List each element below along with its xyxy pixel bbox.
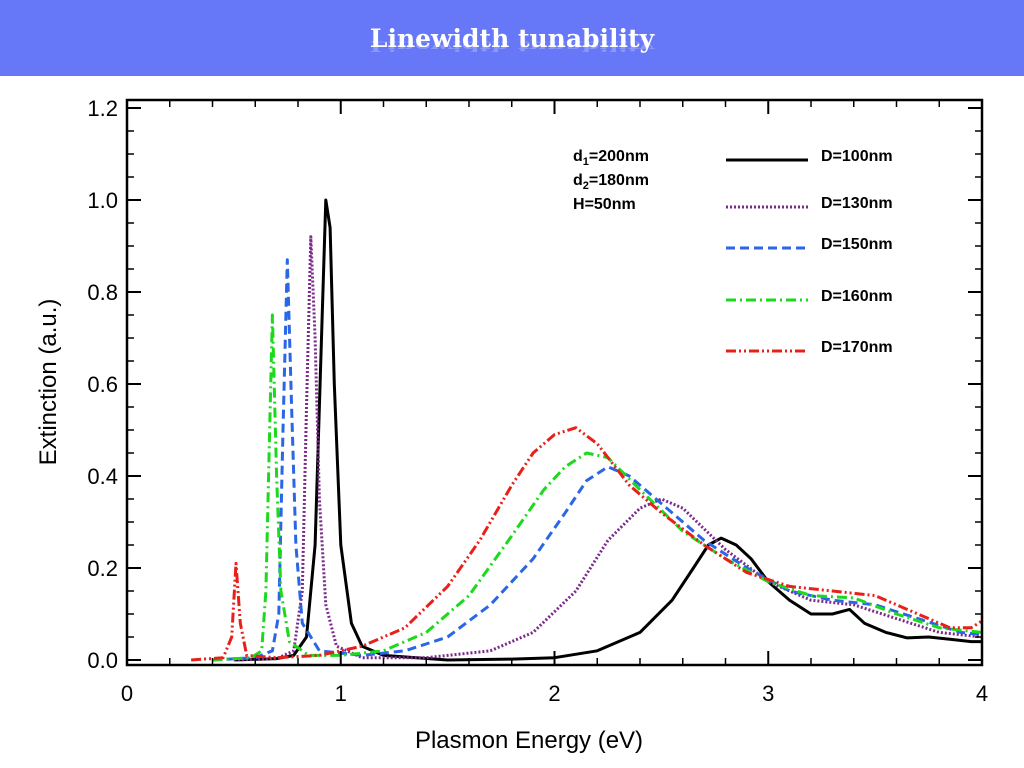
legend-label-4: D=160nm <box>821 288 893 305</box>
tick-layer: 0 1 2 3 4 0.0 0.2 0.4 0.6 0.8 1.0 1.2 <box>87 96 988 706</box>
series-line-3 <box>212 258 983 662</box>
series-line-2 <box>233 235 983 662</box>
y-axis-label: Extinction (a.u.) <box>35 299 62 466</box>
legend: D=100nm D=130nm D=150nm D=160nm D=170nm <box>726 148 893 356</box>
slide-header <box>0 0 1024 76</box>
y-tick-label: 0.8 <box>87 280 118 305</box>
parameter-annotation: d1=200nm d2=180nm H=50nm <box>573 148 649 213</box>
y-tick-label: 0.2 <box>87 556 118 581</box>
x-tick-label: 3 <box>762 681 774 706</box>
legend-label-3: D=150nm <box>821 236 893 253</box>
series-line-4 <box>212 313 983 662</box>
slide-title-reflection: Linewidth tunability <box>369 38 655 54</box>
x-tick-label: 4 <box>976 681 988 706</box>
y-tick-label: 1.0 <box>87 188 118 213</box>
legend-label-2: D=130nm <box>821 195 893 212</box>
parameter-2: d2=180nm <box>573 172 649 192</box>
legend-label-1: D=100nm <box>821 148 893 165</box>
series-line-5 <box>190 426 983 662</box>
parameter-1: d1=200nm <box>573 148 649 168</box>
plot-frame <box>125 98 984 667</box>
x-tick-label: 1 <box>335 681 347 706</box>
x-tick-label: 2 <box>548 681 560 706</box>
legend-label-5: D=170nm <box>821 339 893 356</box>
series-line-1 <box>233 198 982 662</box>
x-tick-label: 0 <box>121 681 133 706</box>
series-layer <box>190 198 983 662</box>
x-axis-label: Plasmon Energy (eV) <box>415 727 643 754</box>
y-tick-label: 0.4 <box>87 464 118 489</box>
y-tick-label: 1.2 <box>87 96 118 121</box>
y-tick-label: 0.0 <box>87 648 118 673</box>
extinction-chart: 0 1 2 3 4 0.0 0.2 0.4 0.6 0.8 1.0 1.2 D=100nm D=130n… <box>35 96 988 754</box>
y-tick-label: 0.6 <box>87 372 118 397</box>
parameter-3: H=50nm <box>573 196 636 213</box>
slide-title: Linewidth tunability <box>369 24 655 53</box>
